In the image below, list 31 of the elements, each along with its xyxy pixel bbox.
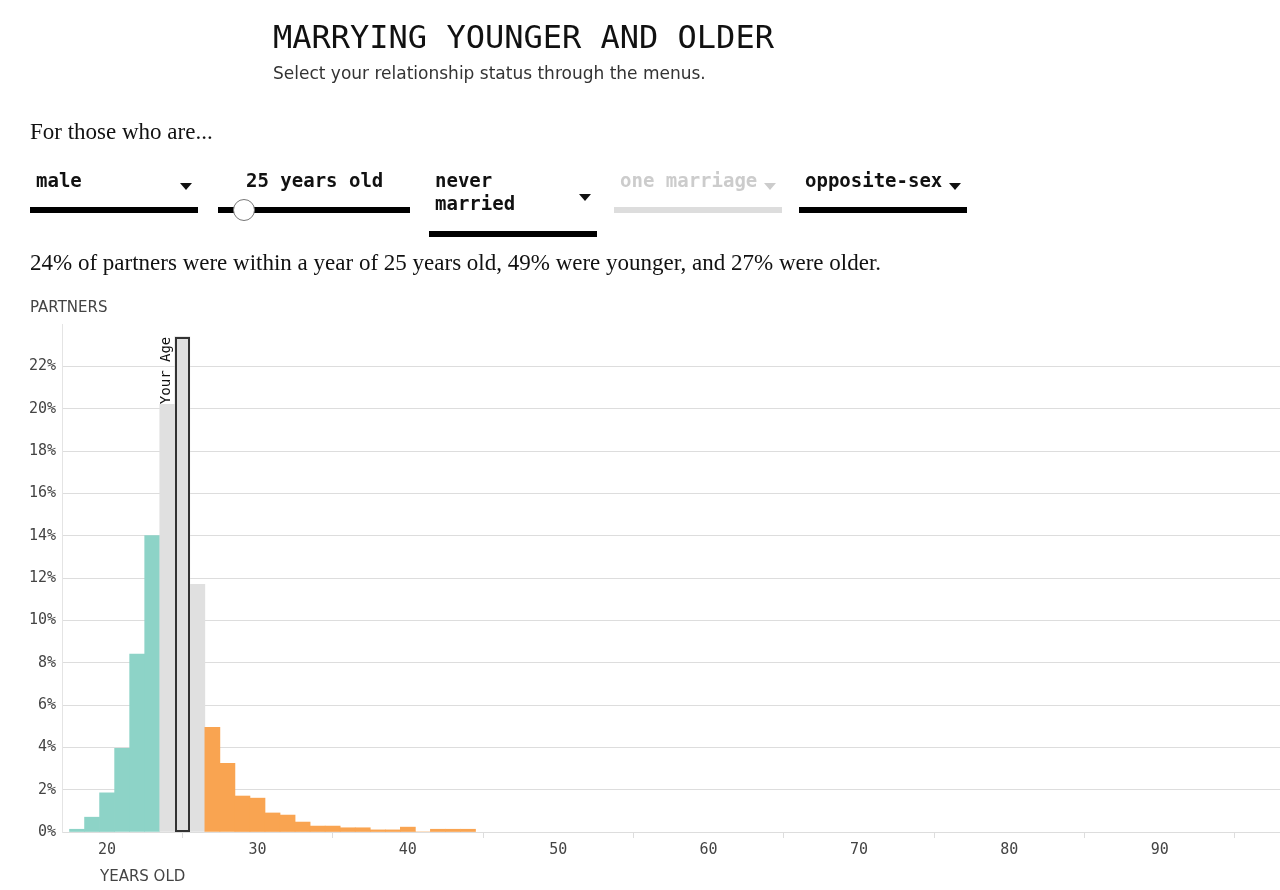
annotation: Your Age: [156, 336, 173, 405]
text: never married: [435, 169, 517, 215]
x-axis-title: YEARS OLD: [99, 866, 186, 885]
y-tick-label: 6%: [37, 694, 56, 713]
x-tick-label: 50: [549, 839, 568, 858]
y-tick-label: 20%: [28, 398, 56, 417]
text: opposite-sex: [805, 169, 943, 192]
y-tick-label: 16%: [28, 483, 56, 502]
y-tick-label: 4%: [37, 737, 56, 756]
y-tick-label: 18%: [28, 440, 56, 459]
y-tick-label: 8%: [37, 652, 56, 671]
x-tick-label: 30: [248, 839, 267, 858]
chart-title: MARRYING YOUNGER AND OLDER: [273, 18, 774, 56]
text: 24% of partners were within a year of 25 years old, 49% were younger, and 27% were older.: [30, 250, 882, 276]
y-tick-label: 12%: [28, 567, 56, 586]
x-tick-label: 90: [1150, 839, 1169, 858]
y-tick-label: 0%: [37, 821, 56, 840]
y-tick-label: 2%: [37, 779, 56, 798]
chart-subtitle: Select your relationship status through the menus.: [273, 63, 706, 83]
text: For those who are...: [30, 119, 213, 145]
x-tick-label: 40: [398, 839, 417, 858]
y-tick-label: 10%: [28, 610, 56, 629]
x-tick-label: 70: [849, 839, 868, 858]
text: male: [36, 169, 83, 192]
text: 25 years old: [246, 169, 384, 191]
y-tick-label: 22%: [28, 356, 56, 375]
x-tick-label: 60: [699, 839, 718, 858]
y-axis-title: PARTNERS: [30, 297, 108, 316]
y-tick-label: 14%: [28, 525, 56, 544]
x-tick-label: 20: [98, 839, 117, 858]
x-tick-label: 80: [1000, 839, 1019, 858]
